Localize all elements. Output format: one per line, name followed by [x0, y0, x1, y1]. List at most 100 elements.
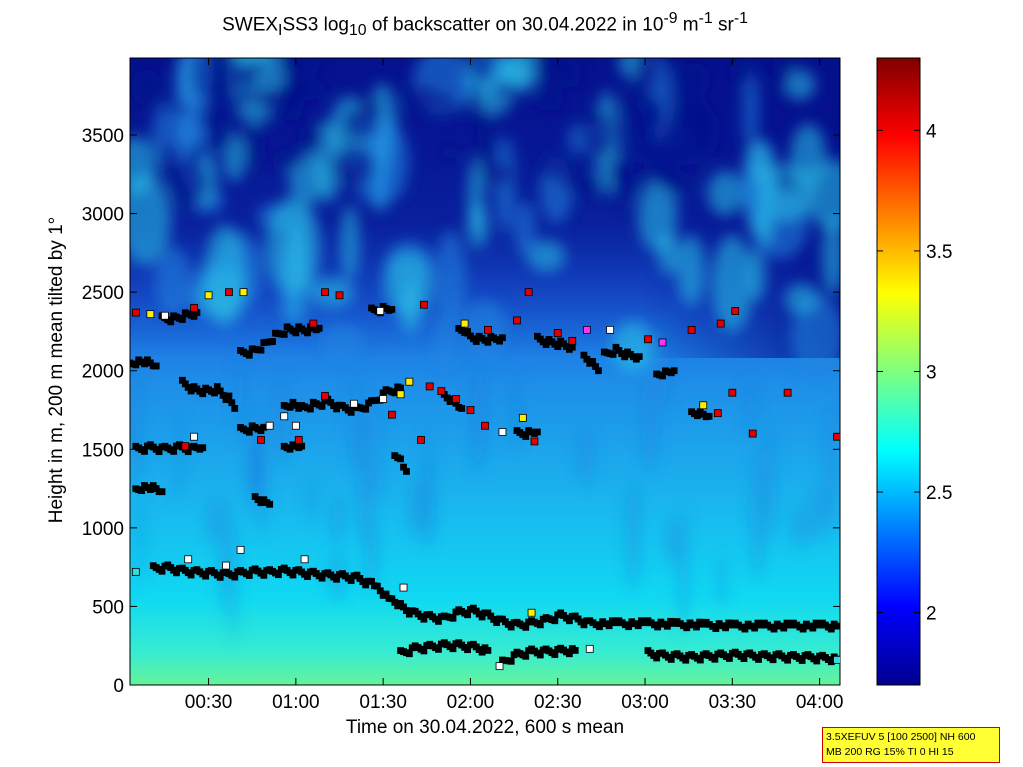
x-tick-label: 00:30 — [185, 692, 233, 713]
track-marker — [307, 405, 314, 413]
title-superscript: -1 — [733, 10, 748, 27]
heatmap-cell — [235, 338, 246, 443]
detection-point — [161, 311, 169, 320]
heatmap-cell — [730, 58, 759, 87]
track-marker — [484, 338, 492, 346]
heatmap-cell — [611, 157, 634, 206]
detection-point — [498, 428, 507, 436]
y-tick-label: 2000 — [82, 362, 124, 383]
detection-point — [236, 545, 245, 554]
heatmap-cell — [246, 59, 265, 76]
heatmap-cell — [175, 405, 183, 504]
heatmap-cell — [166, 103, 188, 116]
info-line-2: MB 200 RG 15% TI 0 HI 15 — [826, 746, 954, 758]
heatmap-cell — [265, 196, 321, 297]
detection-point — [131, 567, 140, 576]
colorbar — [876, 57, 921, 686]
track-marker — [280, 331, 288, 338]
heatmap-cell — [206, 498, 221, 545]
x-tick-label: 01:00 — [272, 692, 320, 713]
detection-point — [518, 413, 527, 422]
heatmap-cell — [284, 78, 328, 101]
detection-point — [184, 555, 193, 564]
heatmap-cell — [480, 160, 514, 187]
title-subscript: I — [278, 22, 283, 40]
track-marker — [522, 433, 530, 440]
track-marker — [536, 621, 544, 629]
x-tick-label: 02:30 — [534, 692, 582, 713]
detection-point — [833, 655, 840, 664]
detection-point — [437, 387, 446, 396]
detection-point — [309, 319, 318, 328]
colorbar-tick-label: 2 — [926, 604, 937, 625]
detection-point — [181, 442, 190, 451]
track-marker — [158, 488, 166, 496]
heatmap-cell — [298, 122, 325, 154]
heatmap-cell — [408, 478, 425, 541]
track-marker — [397, 384, 405, 392]
track-marker — [318, 402, 326, 410]
heatmap-cell — [740, 136, 753, 150]
heatmap-cell — [272, 149, 307, 170]
detection-point — [222, 561, 230, 570]
heatmap-cell — [435, 230, 466, 329]
track-marker — [228, 399, 236, 407]
heatmap-cell — [198, 105, 225, 133]
x-tick-label: 03:00 — [621, 692, 669, 713]
track-marker — [388, 306, 396, 313]
track-marker — [568, 343, 576, 351]
heatmap-cell — [638, 179, 678, 253]
detection-point — [291, 421, 300, 430]
track-marker — [245, 351, 253, 359]
heatmap-cell — [747, 139, 775, 184]
heatmap-cell — [640, 369, 659, 474]
heatmap-cell — [559, 58, 582, 89]
heatmap-cell — [514, 200, 536, 256]
colorbar-tick-label: 3 — [926, 363, 937, 384]
detection-point — [425, 382, 434, 391]
detection-point — [419, 300, 428, 309]
heatmap-cell — [670, 137, 710, 164]
detection-point — [783, 388, 792, 397]
detection-point — [466, 406, 475, 414]
detection-point — [452, 395, 460, 403]
heatmap-cell — [773, 58, 792, 93]
detection-point — [376, 307, 385, 315]
track-marker — [391, 452, 399, 459]
heatmap-cell — [225, 93, 246, 116]
track-marker — [269, 338, 276, 345]
title-part: of backscatter on 30.04.2022 in 10 — [366, 14, 664, 36]
heatmap-cell — [243, 123, 266, 168]
heatmap-cell — [467, 158, 484, 233]
detection-point — [484, 325, 492, 334]
detection-point — [396, 390, 405, 399]
heatmap-cell — [308, 479, 317, 522]
detection-point — [585, 644, 594, 653]
track-marker — [292, 329, 300, 337]
heatmap-cell — [536, 153, 580, 182]
track-marker — [225, 392, 233, 400]
heatmap-cell — [170, 158, 209, 209]
y-tick-label: 2500 — [82, 283, 124, 304]
track-marker — [178, 316, 186, 323]
heatmap-cell — [154, 246, 192, 315]
heatmap-cell — [469, 82, 485, 122]
detection-point — [321, 288, 329, 297]
heatmap-cell — [644, 146, 681, 187]
detection-point — [524, 288, 533, 297]
heatmap-cell — [821, 216, 840, 295]
heatmap-cell — [633, 58, 661, 93]
title-superscript: -1 — [698, 10, 713, 27]
track-marker — [522, 652, 530, 660]
heatmap-cell — [248, 433, 263, 502]
heatmap-cell — [707, 170, 743, 216]
y-tick-label: 3500 — [82, 126, 124, 147]
heatmap-cell — [672, 62, 711, 98]
detection-point — [553, 329, 562, 337]
detection-point — [399, 583, 408, 592]
track-marker — [449, 614, 457, 622]
y-tick-label: 1000 — [82, 519, 124, 540]
heatmap-cell — [754, 210, 775, 248]
detection-point — [280, 412, 289, 421]
heatmap-cell — [577, 428, 595, 486]
